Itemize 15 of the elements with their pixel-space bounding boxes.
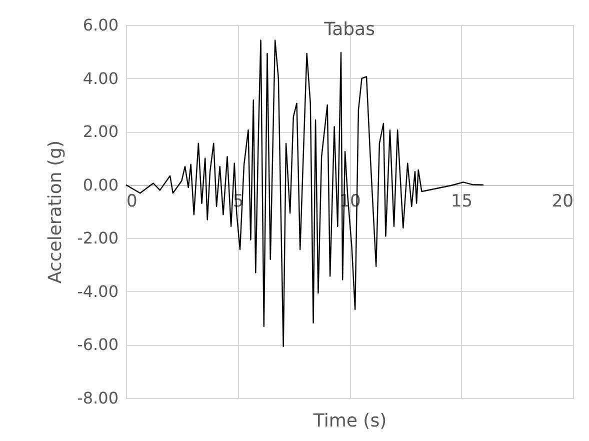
x-axis-title: Time (s) <box>312 410 387 432</box>
y-tick-label: -8.00 <box>77 388 118 408</box>
y-tick-label: 6.00 <box>82 16 118 34</box>
chart-title: Tabas <box>323 19 375 40</box>
y-axis-title: Acceleration (g) <box>45 140 66 284</box>
y-tick-label: 2.00 <box>82 122 118 142</box>
y-tick-label: -6.00 <box>77 335 118 354</box>
y-tick-label: -2.00 <box>77 228 118 248</box>
x-tick-label: 20 <box>552 191 574 212</box>
y-tick-label: 4.00 <box>82 68 118 88</box>
x-tick-label: 0 <box>126 191 138 212</box>
y-tick-label: -4.00 <box>77 282 118 301</box>
line-series <box>125 40 484 347</box>
x-tick-label: 15 <box>450 191 473 212</box>
y-tick-label: 0.00 <box>82 175 118 194</box>
